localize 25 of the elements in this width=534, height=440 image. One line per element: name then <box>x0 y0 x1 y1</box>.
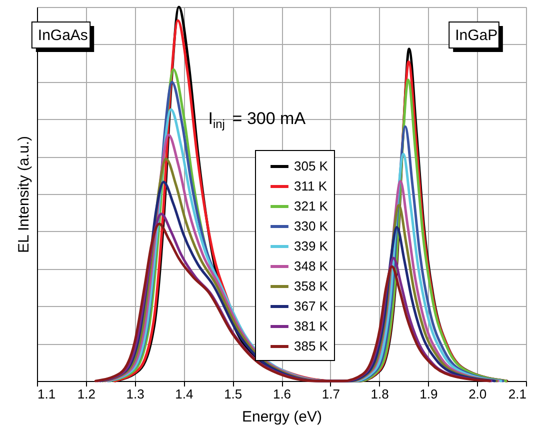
legend-label: 330 K <box>294 218 328 234</box>
legend-label: 305 K <box>294 158 328 174</box>
x-tick-label: 1.8 <box>370 386 389 402</box>
y-axis-title: EL Intensity (a.u.) <box>16 136 32 253</box>
x-tick-label: 1.6 <box>272 386 292 402</box>
x-tick-label: 2.1 <box>508 386 526 402</box>
x-axis-title: Energy (eV) <box>242 408 322 426</box>
x-tick-label: 1.3 <box>126 386 144 402</box>
legend-label: 385 K <box>294 338 328 354</box>
x-tick-label: 1.5 <box>224 386 242 402</box>
x-tick-label: 2.0 <box>468 386 487 402</box>
x-tick-label: 1.4 <box>175 386 194 402</box>
legend-label: 348 K <box>294 258 328 274</box>
x-tick-label: 1.2 <box>77 386 96 402</box>
annotation: InGaAs <box>38 27 88 44</box>
x-tick-label: 1.7 <box>322 386 340 402</box>
legend-label: 311 K <box>294 178 328 194</box>
legend-label: 358 K <box>294 278 328 294</box>
legend-label: 367 K <box>294 298 328 314</box>
x-tick-label: 1.1 <box>38 386 56 402</box>
legend-label: 321 K <box>294 198 328 214</box>
legend-label: 339 K <box>294 238 328 254</box>
x-tick-label: 1.9 <box>420 386 438 402</box>
legend-label: 381 K <box>294 318 328 334</box>
annotation: InGaP <box>455 27 498 44</box>
